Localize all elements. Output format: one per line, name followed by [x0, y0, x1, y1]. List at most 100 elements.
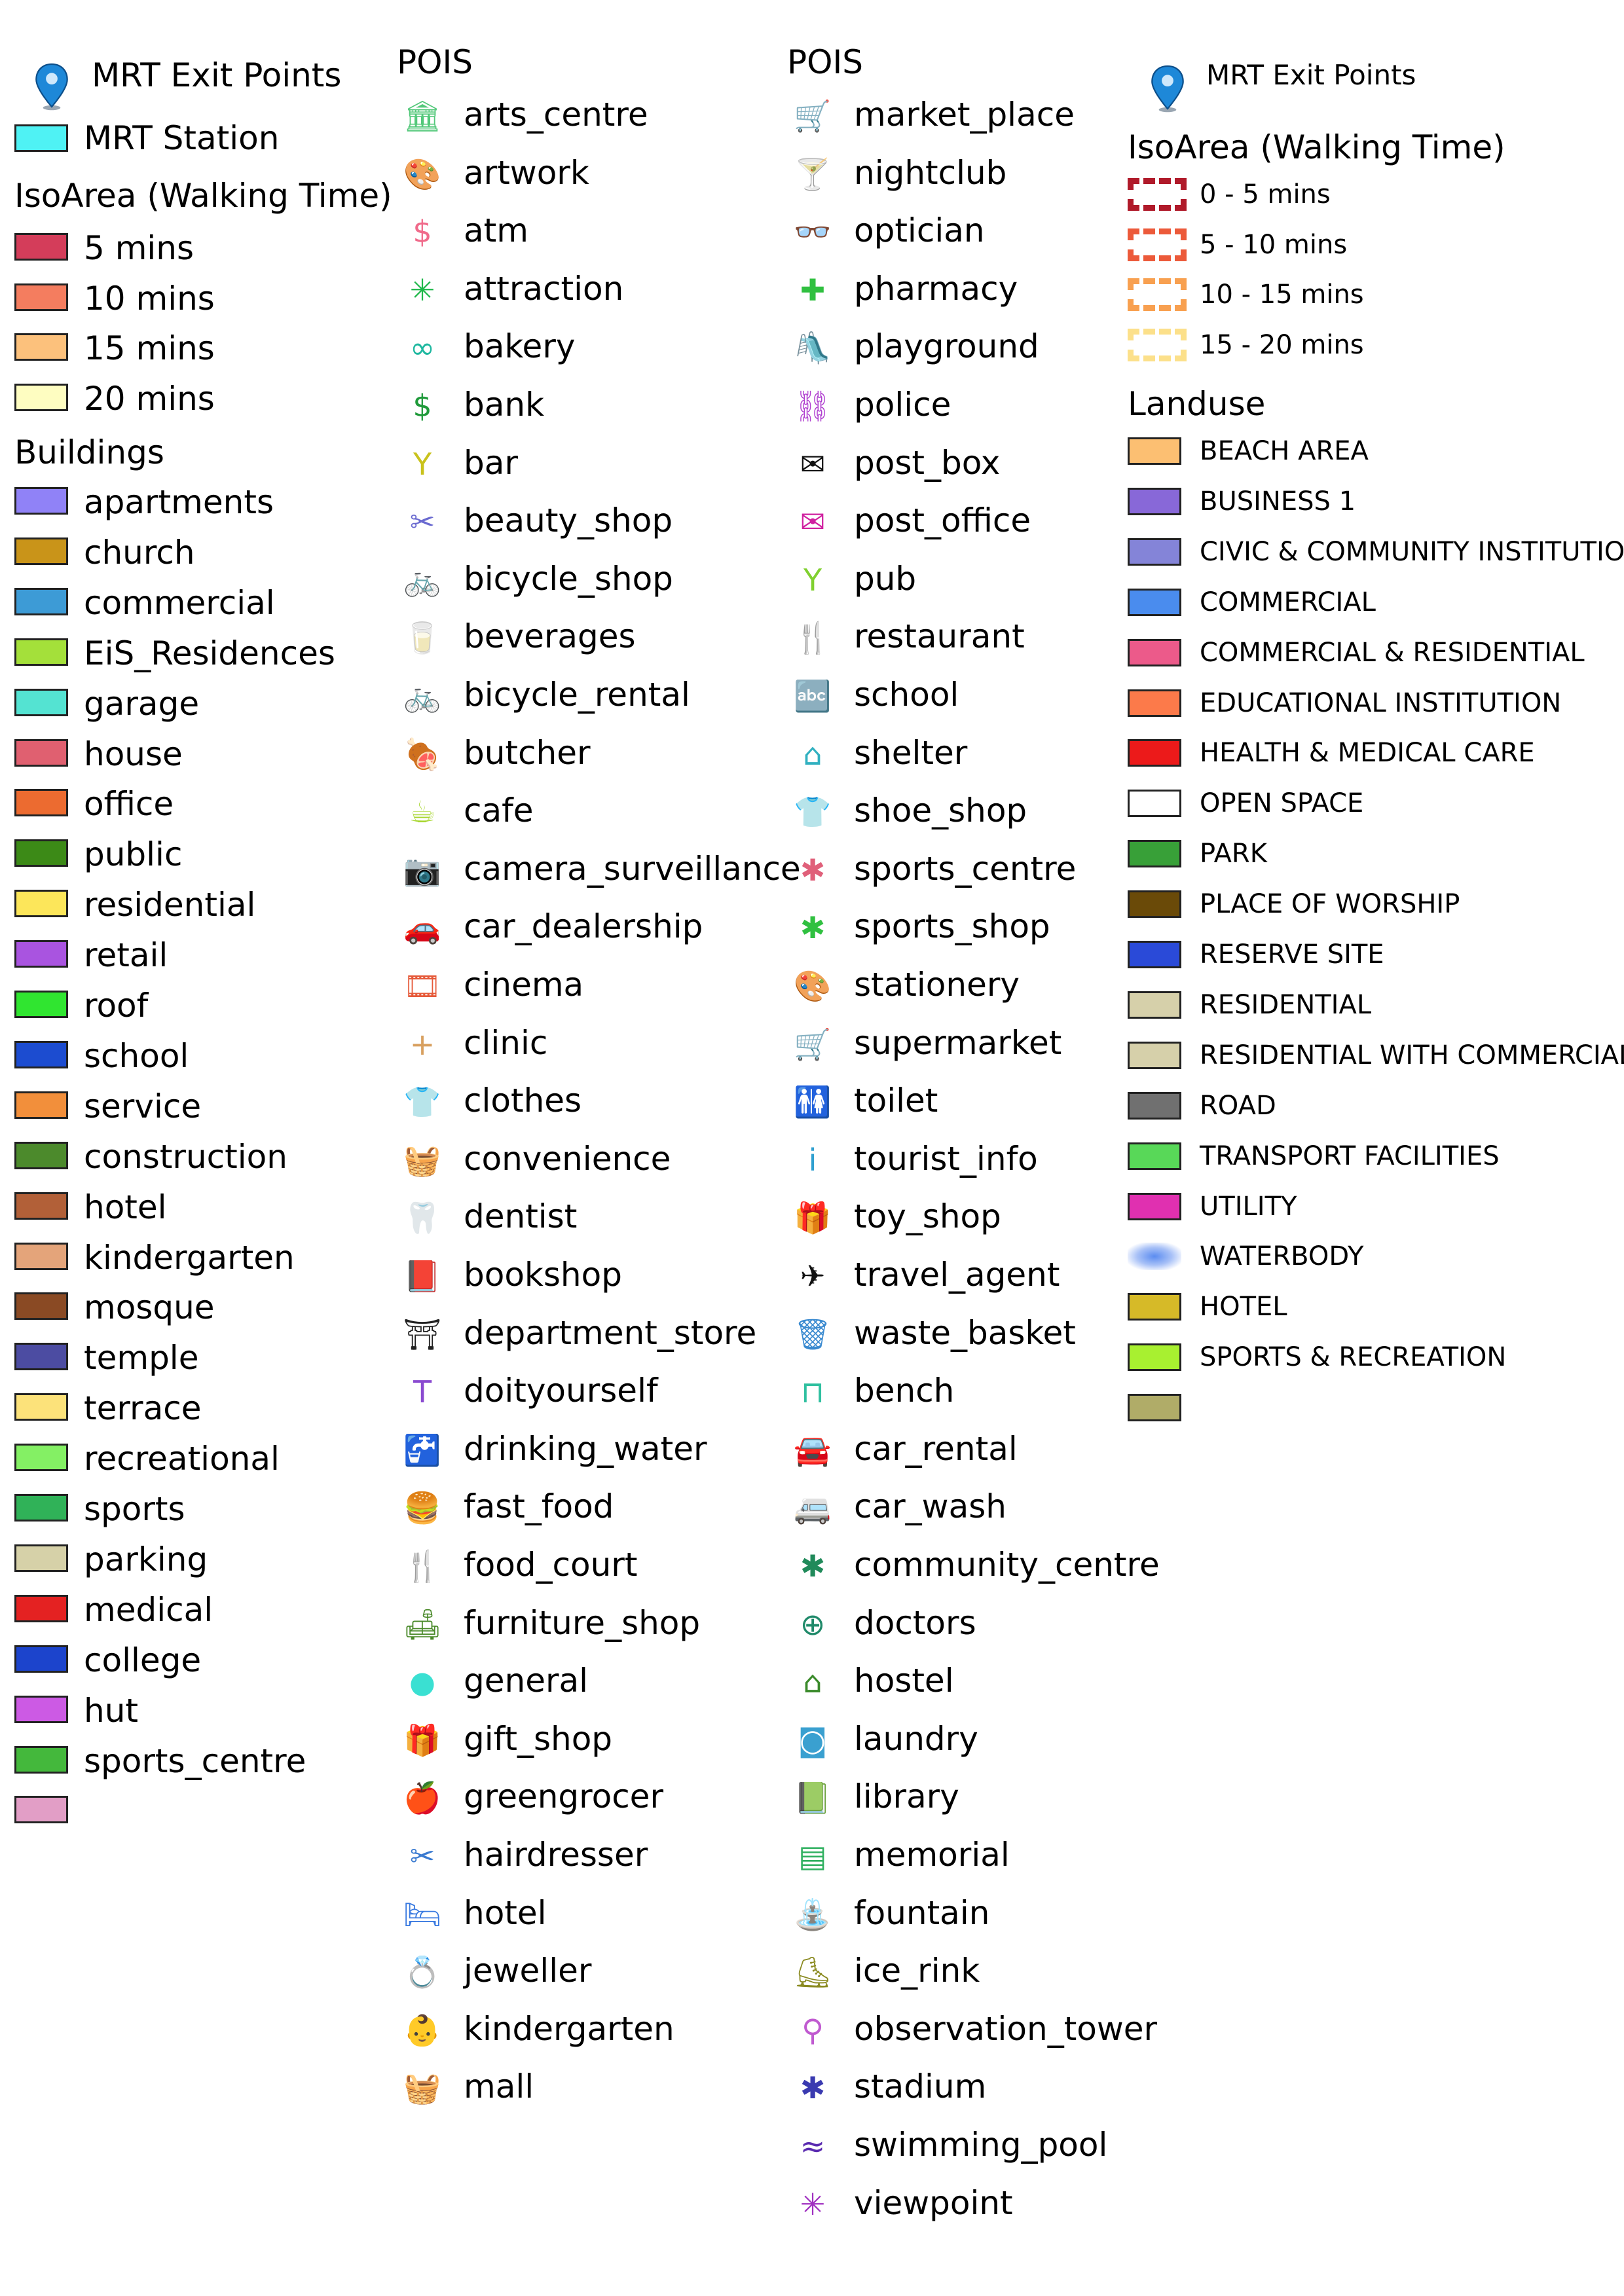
landuse-label: BEACH AREA: [1200, 436, 1369, 466]
poi-label: stationery: [854, 966, 1020, 1004]
poi-label: car_wash: [854, 1487, 1006, 1526]
poi-label: gift_shop: [464, 1719, 613, 1758]
poi-label: convenience: [464, 1139, 671, 1178]
poi-label: camera_surveillance: [464, 849, 801, 888]
building-label: school: [84, 1036, 189, 1075]
poi-label: artwork: [464, 153, 589, 192]
landuse-swatch: [1128, 1041, 1181, 1069]
tourist-info-icon: i: [808, 1142, 817, 1178]
community-centre-icon: ✱: [800, 1548, 826, 1584]
building-label: public: [84, 835, 183, 874]
poi-label: butcher: [464, 733, 591, 772]
poi-label: post_office: [854, 501, 1031, 540]
landuse-label: BUSINESS 1: [1200, 486, 1356, 517]
building-label: office: [84, 785, 174, 824]
doityourself-icon: T: [413, 1374, 432, 1410]
iso-label: 10 mins: [84, 279, 215, 318]
landuse-swatch: [1128, 638, 1181, 666]
poi-label: hostel: [854, 1662, 954, 1700]
building-swatch: [14, 1745, 68, 1774]
building-label: garage: [84, 684, 200, 723]
building-label: construction: [84, 1137, 287, 1176]
landuse-label: ROAD: [1200, 1090, 1276, 1121]
doctors-icon: ⊕: [800, 1606, 826, 1642]
poi-label: post_box: [854, 443, 1001, 482]
waste-basket-icon: 🗑: [793, 1316, 832, 1352]
landuse-swatch: [1128, 991, 1181, 1019]
poi-label: playground: [854, 327, 1039, 366]
poi-label: bakery: [464, 327, 576, 366]
car-rental-icon: 🚘: [794, 1432, 832, 1468]
department-store-icon: ⛩: [403, 1316, 442, 1352]
landuse-label: PARK: [1200, 839, 1267, 869]
landuse-label: RESIDENTIAL WITH COMMERCIAL: [1200, 1040, 1624, 1070]
arts-centre-icon: 🏛: [403, 98, 442, 134]
poi-label: bank: [464, 386, 545, 424]
landuse-swatch: [1128, 437, 1181, 465]
building-swatch: [14, 1242, 68, 1270]
building-label: commercial: [84, 583, 275, 622]
cinema-icon: 🎞: [403, 968, 442, 1004]
landuse-swatch: [1128, 487, 1181, 515]
beverages-icon: 🥛: [403, 620, 441, 656]
landuse-swatch: [1128, 1243, 1181, 1271]
poi-label: sports_centre: [854, 849, 1077, 888]
landuse-label: RESIDENTIAL: [1200, 989, 1372, 1020]
poi-label: greengrocer: [464, 1777, 664, 1816]
restaurant-icon: 🍴: [794, 620, 832, 656]
landuse-swatch: [1128, 1394, 1181, 1422]
building-swatch: [14, 991, 68, 1018]
building-swatch: [14, 638, 68, 666]
landuse-label: SPORTS & RECREATION: [1200, 1342, 1507, 1373]
iso-swatch: [14, 283, 68, 311]
iso-swatch-outline: [1128, 228, 1187, 261]
poi-label: viewpoint: [854, 2183, 1013, 2222]
iso-swatch-outline: [1128, 328, 1187, 361]
poi-label: tourist_info: [854, 1139, 1038, 1178]
poi-label: stadium: [854, 2068, 987, 2106]
poi-label: laundry: [854, 1719, 978, 1758]
building-swatch: [14, 1343, 68, 1371]
observation-tower-icon: ⚲: [802, 2012, 824, 2048]
furniture-shop-icon: 🛋: [403, 1606, 442, 1642]
mall-icon: 🧺: [403, 2070, 441, 2106]
building-swatch: [14, 587, 68, 615]
poi-label: clinic: [464, 1023, 548, 1062]
landuse-label: TRANSPORT FACILITIES: [1200, 1140, 1500, 1171]
poi-label: hairdresser: [464, 1836, 648, 1874]
building-label: hotel: [84, 1188, 167, 1226]
ice-rink-icon: ⛸: [793, 1954, 832, 1990]
poi-label: fast_food: [464, 1487, 614, 1526]
landuse-swatch: [1128, 790, 1181, 818]
poi-label: clothes: [464, 1082, 582, 1120]
landuse-label: HEALTH & MEDICAL CARE: [1200, 738, 1535, 769]
building-label: residential: [84, 886, 256, 924]
school-icon: 🔤: [794, 678, 832, 714]
travel-agent-icon: ✈: [800, 1258, 826, 1294]
building-swatch: [14, 1796, 68, 1824]
building-label: mosque: [84, 1288, 215, 1327]
attraction-icon: ✳: [409, 272, 435, 308]
poi-label: bicycle_rental: [464, 676, 690, 714]
poi-label: swimming_pool: [854, 2126, 1108, 2164]
poi-label: shelter: [854, 733, 968, 772]
poi-label: hotel: [464, 1893, 547, 1932]
poi-label: pub: [854, 559, 917, 598]
building-swatch: [14, 688, 68, 716]
mrt-station-label: MRT Station: [84, 119, 280, 157]
car-dealership-icon: 🚗: [403, 910, 441, 946]
poi-label: cinema: [464, 966, 584, 1004]
building-label: temple: [84, 1339, 199, 1377]
building-label: medical: [84, 1590, 213, 1629]
post-office-icon: ✉: [800, 504, 826, 540]
poi-label: beauty_shop: [464, 501, 673, 540]
building-swatch: [14, 1444, 68, 1472]
landuse-label: OPEN SPACE: [1200, 788, 1364, 819]
poi-label: police: [854, 386, 951, 424]
landuse-swatch: [1128, 1142, 1181, 1170]
building-label: roof: [84, 987, 149, 1025]
building-swatch: [14, 940, 68, 968]
poi-label: cafe: [464, 792, 534, 830]
building-label: hut: [84, 1691, 138, 1730]
building-label: college: [84, 1641, 202, 1679]
